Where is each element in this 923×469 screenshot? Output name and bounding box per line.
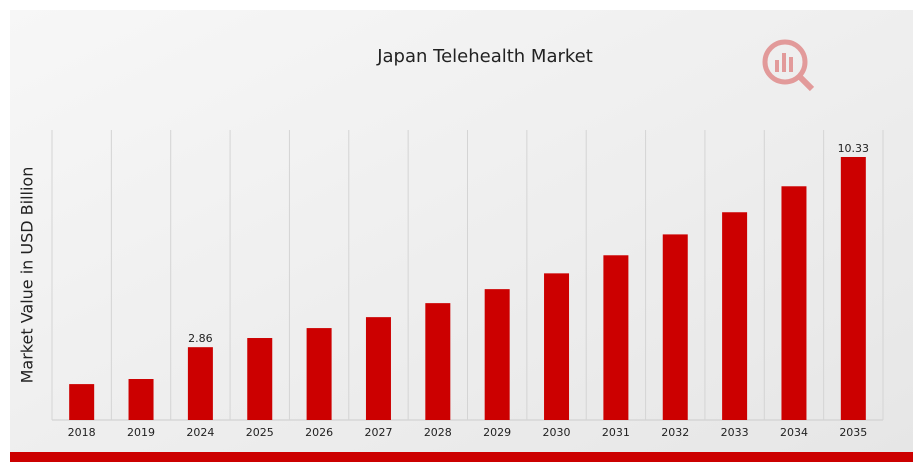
bar bbox=[484, 289, 510, 420]
x-tick-label: 2019 bbox=[127, 426, 155, 439]
x-tick-label: 2025 bbox=[246, 426, 274, 439]
x-tick-label: 2032 bbox=[661, 426, 689, 439]
background bbox=[10, 10, 913, 462]
bar bbox=[247, 338, 273, 420]
x-tick-label: 2031 bbox=[602, 426, 630, 439]
x-tick-label: 2034 bbox=[780, 426, 808, 439]
chart-title: Japan Telehealth Market bbox=[376, 46, 593, 67]
bar bbox=[69, 384, 95, 420]
x-tick-label: 2026 bbox=[305, 426, 333, 439]
bar bbox=[781, 186, 807, 420]
bar bbox=[722, 212, 748, 420]
bar bbox=[306, 328, 332, 420]
x-tick-label: 2018 bbox=[68, 426, 96, 439]
x-tick-label: 2033 bbox=[721, 426, 749, 439]
logo bbox=[762, 39, 815, 92]
x-tick-label: 2029 bbox=[483, 426, 511, 439]
bar bbox=[603, 255, 629, 420]
bar bbox=[187, 347, 213, 420]
bar bbox=[365, 317, 391, 420]
x-tick-label: 2028 bbox=[424, 426, 452, 439]
x-tick-label: 2035 bbox=[839, 426, 867, 439]
data-label: 10.33 bbox=[838, 142, 870, 155]
x-tick-label: 2030 bbox=[543, 426, 571, 439]
bar bbox=[128, 379, 154, 420]
bar bbox=[662, 234, 688, 420]
bar bbox=[840, 157, 866, 420]
data-label: 2.86 bbox=[188, 332, 213, 345]
footer-band bbox=[10, 452, 913, 462]
x-tick-label: 2027 bbox=[364, 426, 392, 439]
bar bbox=[544, 273, 570, 420]
bar bbox=[425, 303, 451, 420]
y-axis-label: Market Value in USD Billion bbox=[18, 167, 37, 384]
x-tick-label: 2024 bbox=[186, 426, 214, 439]
